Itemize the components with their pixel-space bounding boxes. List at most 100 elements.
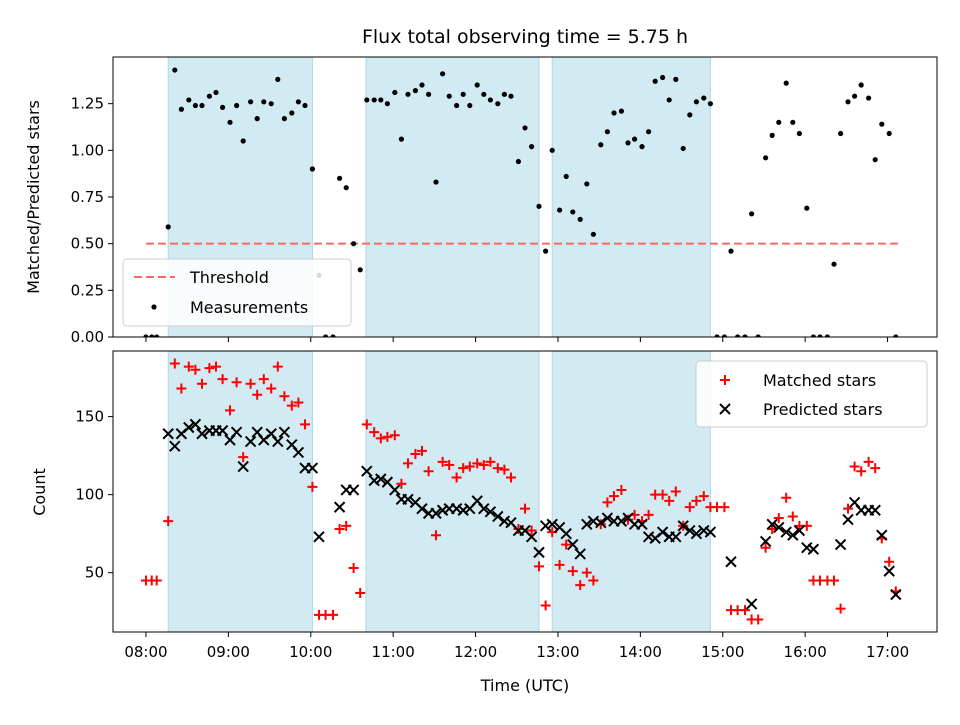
predicted-stars-point xyxy=(842,513,854,526)
measurement-point xyxy=(879,121,885,127)
measurement-point xyxy=(721,334,728,337)
matched-stars-point xyxy=(588,575,599,586)
measurement-point xyxy=(454,102,460,109)
measurement-point xyxy=(817,334,823,337)
measurement-point xyxy=(474,82,480,88)
measurement-point xyxy=(467,102,473,109)
x-tick-label: 13:00 xyxy=(536,643,579,661)
predicted-stars-point xyxy=(313,531,325,543)
measurement-point xyxy=(557,207,563,213)
matched-stars-point xyxy=(396,478,407,489)
matched-stars-point xyxy=(341,520,352,531)
matched-stars-point xyxy=(361,419,372,430)
measurement-point xyxy=(570,209,576,215)
measurement-point xyxy=(364,97,370,103)
top-panel: 0.00 0.25 0.50 0.75 1.00 1.25 Threshold Measure… xyxy=(71,56,938,346)
matched-stars-point xyxy=(664,495,675,506)
predicted-stars-point xyxy=(807,543,820,555)
measurement-point xyxy=(701,95,707,101)
predicted-stars-point xyxy=(890,588,902,601)
predicted-stars-point xyxy=(237,460,249,473)
predicted-stars-point xyxy=(533,546,545,559)
measurement-point xyxy=(425,91,432,97)
predicted-stars-point xyxy=(773,521,785,534)
x-tick-label: 16:00 xyxy=(784,643,827,661)
measurement-point xyxy=(611,110,617,116)
predicted-stars-point xyxy=(347,484,360,496)
predicted-stars-point xyxy=(698,524,710,537)
matched-stars-point xyxy=(513,523,524,534)
matched-stars-point xyxy=(753,614,764,625)
measurement-point xyxy=(508,93,514,99)
measurement-point xyxy=(666,97,672,103)
measurement-point xyxy=(268,101,274,107)
matched-stars-point xyxy=(499,464,510,475)
matched-stars-point xyxy=(183,361,194,372)
predicted-stars-point xyxy=(244,435,257,448)
matched-stars-point xyxy=(567,566,578,577)
matched-stars-point xyxy=(464,461,475,472)
measurement-point xyxy=(845,99,851,105)
predicted-stars-point xyxy=(780,526,792,538)
measurement-point xyxy=(412,88,419,94)
top-y-tick-label: 0.00 xyxy=(71,328,104,346)
top-observing-window-1 xyxy=(365,57,540,337)
predicted-stars-point xyxy=(801,541,813,554)
matched-stars-point xyxy=(231,377,242,388)
matched-stars-point xyxy=(176,383,187,394)
predicted-stars-point xyxy=(333,501,346,513)
predicted-stars-point xyxy=(196,428,208,440)
measurement-point xyxy=(707,101,714,107)
measurement-point xyxy=(351,241,357,247)
measurement-point xyxy=(234,102,240,109)
measurement-point xyxy=(776,119,782,125)
measurement-point xyxy=(219,104,226,110)
matched-stars-point xyxy=(698,491,709,502)
bottom-legend-box xyxy=(695,360,928,428)
matched-stars-point xyxy=(863,456,874,467)
measurement-point xyxy=(392,89,398,96)
matched-stars-point xyxy=(740,605,751,616)
matched-stars-point xyxy=(478,459,489,470)
measurement-point xyxy=(714,334,720,337)
matched-stars-point xyxy=(266,383,277,394)
matched-stars-point xyxy=(245,378,256,389)
predicted-stars-point xyxy=(766,518,778,530)
predicted-stars-point xyxy=(389,484,401,496)
bottom-observing-window-0 xyxy=(167,351,313,632)
measurement-point xyxy=(378,97,384,103)
bottom-observing-window-1 xyxy=(365,351,540,632)
x-tick-label: 09:00 xyxy=(207,643,250,661)
predicted-stars-point xyxy=(478,502,490,515)
measurement-point xyxy=(728,248,734,254)
predicted-stars-point xyxy=(162,428,174,440)
matched-stars-point xyxy=(616,484,627,495)
predicted-stars-point xyxy=(368,474,380,487)
measurement-point xyxy=(749,211,755,217)
measurement-point xyxy=(783,80,789,86)
x-tick-label: 11:00 xyxy=(372,643,415,661)
predicted-stars-point xyxy=(183,421,195,434)
measurement-point xyxy=(154,334,160,337)
matched-stars-point xyxy=(829,575,839,586)
predicted-stars-point xyxy=(272,435,284,448)
predicted-stars-point xyxy=(690,527,703,540)
predicted-stars-point xyxy=(216,424,229,437)
measurement-point xyxy=(755,334,761,337)
top-y-tick-label: 1.25 xyxy=(71,95,104,113)
measurement-point xyxy=(515,158,522,165)
measurement-point xyxy=(487,97,493,103)
measurement-point xyxy=(178,106,184,112)
matched-stars-point xyxy=(526,525,537,536)
measurement-point xyxy=(481,91,487,97)
measurement-point xyxy=(501,91,507,97)
measurement-point xyxy=(281,116,287,122)
matched-stars-point xyxy=(402,458,413,469)
measurement-point xyxy=(886,130,892,137)
matched-stars-point xyxy=(884,556,895,567)
bottom-axes-frame xyxy=(112,350,938,633)
measurement-point xyxy=(837,130,844,137)
predicted-stars-point xyxy=(189,418,202,431)
matched-stars-point xyxy=(849,461,860,472)
measurement-point xyxy=(563,173,569,180)
